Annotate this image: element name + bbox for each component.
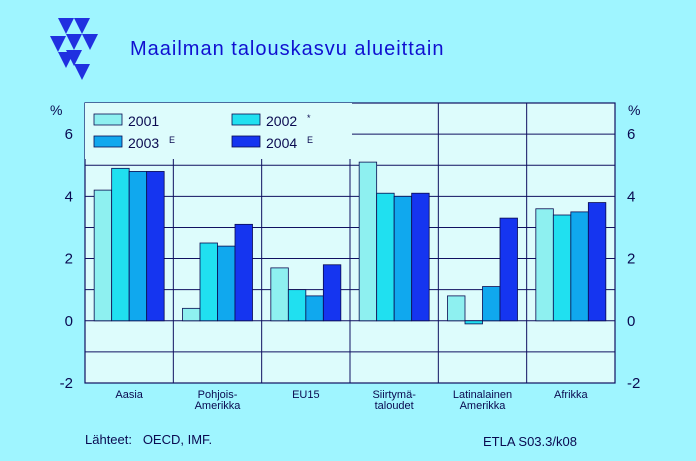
bars: [93, 161, 607, 325]
y-tick-label-right: -2: [627, 375, 640, 392]
bar: [587, 202, 607, 322]
bar: [270, 267, 289, 322]
logo-triangle: [82, 34, 98, 50]
etla-logo-icon: [50, 18, 98, 80]
bar: [482, 286, 501, 322]
x-tick-label: EU15: [292, 389, 320, 401]
legend-swatch: [93, 113, 123, 126]
bar: [552, 214, 572, 322]
bar: [111, 167, 130, 322]
bar: [217, 245, 236, 322]
bar: [287, 289, 307, 322]
legend-label: 2003: [128, 135, 159, 151]
legend-swatch: [231, 113, 261, 126]
legend-label-superscript: E: [169, 135, 175, 145]
legend-label: 2002: [266, 113, 297, 129]
bar: [464, 320, 483, 325]
x-tick-label: Latinalainen: [453, 389, 512, 401]
legend-swatch: [231, 135, 261, 148]
legend-box: [85, 103, 352, 159]
bar: [234, 223, 253, 322]
bar: [411, 192, 430, 322]
y-axis-unit-right: %: [628, 102, 640, 118]
bar: [376, 192, 395, 322]
bar: [322, 264, 342, 322]
legend-label: 2004: [266, 135, 297, 151]
bar: [535, 208, 554, 322]
source-note: Lähteet: OECD, IMF.: [85, 432, 212, 447]
x-tick-label: taloudet: [375, 400, 414, 412]
logo-triangle: [74, 18, 90, 34]
bar: [93, 189, 113, 322]
y-tick-label-right: 6: [627, 126, 635, 143]
logo-triangle: [66, 50, 82, 66]
chart-code: ETLA S03.3/k08: [483, 434, 577, 449]
legend-swatch: [93, 135, 123, 148]
y-axis-unit-left: %: [50, 102, 62, 118]
logo-triangle: [74, 64, 90, 80]
y-tick-label-right: 0: [627, 313, 635, 330]
bar: [393, 195, 413, 322]
bar: [358, 161, 378, 322]
y-tick-label-left: -2: [60, 375, 73, 392]
legend-label-superscript: *: [307, 113, 311, 123]
bar: [199, 242, 218, 322]
y-tick-label-left: 0: [65, 313, 73, 330]
logo-triangle: [50, 36, 66, 52]
bar: [570, 211, 589, 322]
y-tick-label-right: 2: [627, 251, 635, 268]
bar: [499, 217, 518, 322]
y-tick-label-left: 2: [65, 251, 73, 268]
x-tick-label: Aasia: [115, 389, 143, 401]
x-tick-label: Pohjois-: [198, 389, 238, 401]
y-axis: -2 -2 0 0 2 2 4 4 6 6: [60, 126, 641, 392]
x-tick-label: Siirtymä-: [372, 389, 416, 401]
y-tick-label-left: 6: [65, 126, 73, 143]
legend: 2001 2002 * 2003 E 2004 E: [85, 103, 352, 159]
logo-triangle: [58, 18, 74, 34]
bar: [182, 307, 201, 322]
legend-label-superscript: E: [307, 135, 313, 145]
legend-label: 2001: [128, 113, 159, 129]
bar: [146, 171, 165, 322]
logo-triangle: [66, 34, 82, 50]
x-tick-label: Amerikka: [460, 400, 507, 412]
y-tick-label-right: 4: [627, 188, 635, 205]
bar: [447, 295, 466, 322]
x-tick-label: Amerikka: [195, 400, 242, 412]
bar: [128, 171, 148, 322]
chart-title: Maailman talouskasvu alueittain: [130, 38, 445, 60]
bar: [305, 295, 324, 322]
x-tick-label: Afrikka: [554, 389, 589, 401]
y-tick-label-left: 4: [65, 188, 73, 205]
